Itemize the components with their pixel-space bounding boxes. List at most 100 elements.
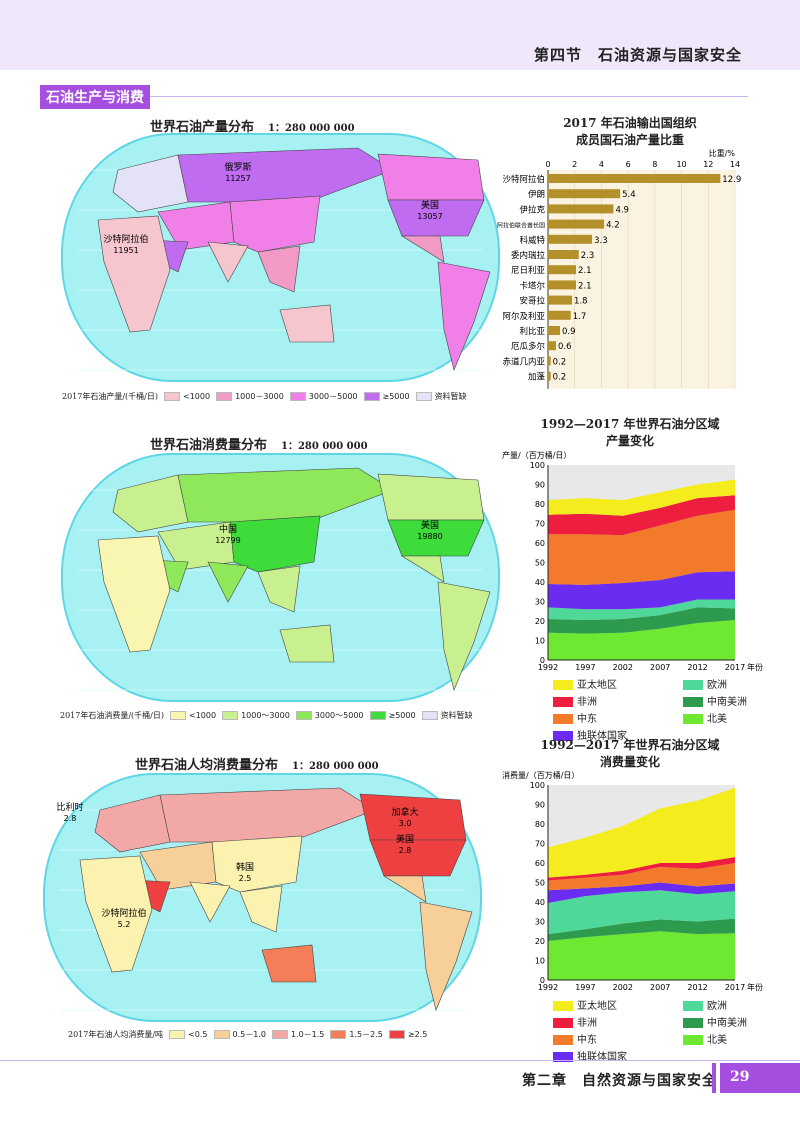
tick-label: 1992 — [538, 983, 558, 992]
value-label: 0.2 — [553, 373, 567, 383]
value-label: 2.1 — [578, 281, 592, 291]
tick-label: 20 — [535, 617, 545, 626]
map-label: 沙特阿拉伯 — [103, 233, 148, 245]
map-title: 世界石油人均消费量分布 1：280 000 000 — [135, 758, 379, 773]
region-seasia — [239, 885, 283, 933]
footer-accent — [712, 1063, 716, 1093]
bar — [548, 341, 557, 351]
bar — [548, 356, 551, 366]
legend-item: 0.5－1.0 — [213, 1029, 266, 1040]
map-label: 美国 — [396, 833, 414, 845]
map-label-value: 11951 — [113, 246, 138, 255]
map-label: 沙特阿拉伯 — [101, 907, 146, 919]
legend-title: 2017年石油产量/(千桶/日) — [62, 392, 158, 401]
tick-label: 1997 — [575, 663, 595, 672]
map-label-value: 19880 — [417, 532, 442, 541]
consumption-area-chart: 消费量/（百万桶/日） 0 10 20 30 40 50 60 70 80 90 100 1992 199… — [502, 770, 763, 992]
region-china — [211, 835, 303, 893]
tick-label: 0 — [540, 976, 545, 985]
region-russia — [159, 787, 376, 843]
area-series — [548, 882, 735, 903]
map-label-value: 12799 — [215, 536, 240, 545]
tick-label: 2012 — [687, 983, 707, 992]
tick-label: 90 — [535, 801, 545, 810]
tick-label: 1997 — [575, 983, 595, 992]
production-area-chart: 产量/（百万桶/日） 0 10 20 30 40 50 60 70 80 90 100 1992 1997… — [502, 450, 763, 672]
bar — [548, 250, 579, 259]
area-series — [548, 479, 735, 516]
region-europe — [94, 794, 171, 853]
map-label-value: 2.5 — [239, 874, 252, 883]
bar — [548, 310, 571, 320]
area-series — [548, 571, 735, 610]
region-canada — [377, 153, 485, 201]
category-label: 委内瑞拉 — [511, 250, 546, 261]
region-mexico — [400, 555, 445, 583]
category-label: 赤道几内亚 — [502, 356, 545, 367]
x-axis-label: 年份 — [747, 982, 763, 992]
legend-item: 欧洲 — [683, 676, 773, 691]
map-label-value: 13057 — [417, 212, 442, 221]
legend-item: 非洲 — [553, 693, 683, 708]
tick-label: 80 — [535, 500, 545, 509]
region-russia — [177, 147, 394, 203]
tick-label: 0 — [545, 160, 550, 169]
map-title: 世界石油产量分布 1：280 000 000 — [150, 120, 355, 135]
region-australia — [261, 944, 317, 983]
legend-item: 1000－3000 — [216, 391, 284, 402]
x-axis-label: 年份 — [747, 662, 763, 672]
area-series — [548, 857, 735, 881]
tick-label: 100 — [530, 781, 545, 790]
legend-item: 中南美洲 — [683, 1014, 773, 1029]
tick-label: 6 — [626, 160, 631, 169]
category-label: 尼日利亚 — [511, 265, 546, 276]
legend-item: 北美 — [683, 710, 773, 725]
tick-label: 10 — [676, 160, 686, 169]
area-series — [548, 509, 735, 585]
category-label: 科威特 — [519, 235, 545, 246]
area-series — [548, 931, 735, 980]
legend-item: 1000～3000 — [222, 710, 290, 721]
page-header — [0, 0, 800, 70]
tick-label: 14 — [730, 160, 740, 169]
divider — [150, 96, 748, 97]
value-label: 4.9 — [615, 205, 629, 215]
value-label: 2.3 — [581, 251, 595, 261]
region-china — [229, 195, 321, 253]
region-europe — [112, 154, 189, 213]
value-label: 3.3 — [594, 236, 608, 246]
tick-label: 10 — [535, 637, 545, 646]
legend-item: 北美 — [683, 1031, 773, 1046]
legend-item: <1000 — [170, 711, 216, 720]
region-europe — [112, 474, 189, 533]
area-series — [548, 890, 735, 935]
area-chart-title: 1992—2017 年世界石油分区域 消费量变化 — [540, 738, 720, 769]
tick-label: 12 — [703, 160, 713, 169]
category-label: 加蓬 — [528, 372, 546, 383]
category-label: 沙特阿拉伯 — [502, 174, 545, 185]
region-australia — [279, 624, 335, 663]
tick-label: 40 — [535, 898, 545, 907]
region-india — [207, 561, 249, 603]
region-australia — [279, 304, 335, 343]
tick-label: 2002 — [613, 983, 633, 992]
map-label: 韩国 — [236, 861, 254, 873]
tick-label: 70 — [535, 520, 545, 529]
section-title: 第四节 石油资源与国家安全 — [533, 46, 742, 64]
value-label: 2.1 — [578, 266, 592, 276]
tick-label: 2007 — [650, 663, 670, 672]
region-india — [207, 241, 249, 283]
map-label-value: 5.2 — [118, 920, 131, 929]
tick-label: 1992 — [538, 663, 558, 672]
tick-label: 50 — [535, 559, 545, 568]
axis-label: 比重/% — [709, 148, 736, 158]
region-usa — [387, 199, 485, 237]
legend-item: 中东 — [553, 1031, 683, 1046]
opec-bar-chart: 0 2 4 6 8 10 12 14 比重/% 沙特阿拉伯 12.9 伊朗 5.4 伊拉克 4.9 阿拉伯联合… — [497, 148, 741, 389]
area-series — [548, 787, 735, 878]
bar — [548, 326, 561, 335]
category-label: 阿尔及利亚 — [502, 311, 545, 322]
